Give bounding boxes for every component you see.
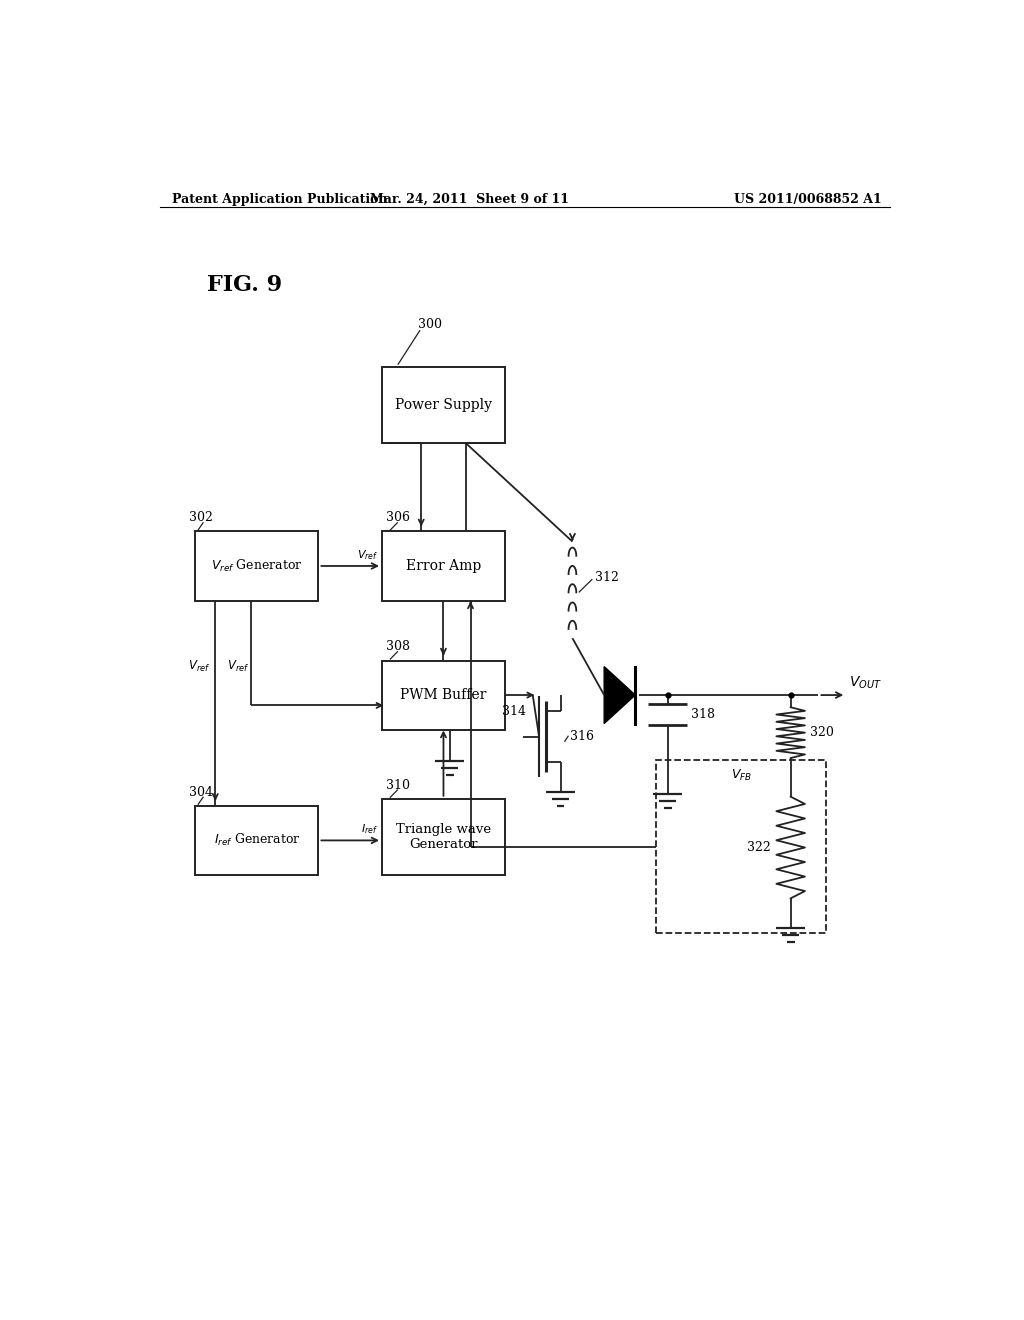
Text: 320: 320 (811, 726, 835, 739)
Text: Patent Application Publication: Patent Application Publication (172, 193, 387, 206)
Text: US 2011/0068852 A1: US 2011/0068852 A1 (734, 193, 882, 206)
Text: $V_{OUT}$: $V_{OUT}$ (849, 675, 882, 690)
Text: 318: 318 (691, 708, 716, 721)
Text: 302: 302 (189, 511, 213, 524)
Text: 300: 300 (418, 318, 441, 331)
Text: FIG. 9: FIG. 9 (207, 275, 283, 297)
Text: Power Supply: Power Supply (395, 397, 492, 412)
FancyBboxPatch shape (382, 367, 505, 444)
Text: 316: 316 (570, 730, 594, 743)
FancyBboxPatch shape (196, 532, 318, 601)
FancyBboxPatch shape (382, 532, 505, 601)
Polygon shape (604, 667, 635, 723)
FancyBboxPatch shape (382, 799, 505, 875)
Text: Error Amp: Error Amp (406, 558, 481, 573)
Text: PWM Buffer: PWM Buffer (400, 688, 486, 702)
Text: 306: 306 (386, 511, 410, 524)
Text: $V_{FB}$: $V_{FB}$ (730, 768, 752, 783)
Text: $I_{ref}$ Generator: $I_{ref}$ Generator (214, 833, 300, 849)
FancyBboxPatch shape (196, 805, 318, 875)
Text: Triangle wave
Generator: Triangle wave Generator (396, 822, 492, 851)
Text: $V_{ref}$: $V_{ref}$ (187, 659, 210, 675)
Text: $V_{ref}$: $V_{ref}$ (356, 548, 378, 562)
Text: $V_{ref}$ Generator: $V_{ref}$ Generator (211, 558, 303, 574)
FancyBboxPatch shape (382, 660, 505, 730)
Text: Mar. 24, 2011  Sheet 9 of 11: Mar. 24, 2011 Sheet 9 of 11 (370, 193, 568, 206)
Text: 304: 304 (189, 785, 213, 799)
Text: 310: 310 (386, 779, 410, 792)
Text: 312: 312 (595, 570, 618, 583)
Text: 322: 322 (746, 841, 771, 854)
Text: $V_{ref}$: $V_{ref}$ (227, 659, 250, 675)
Text: $I_{ref}$: $I_{ref}$ (361, 822, 378, 837)
Text: 314: 314 (503, 705, 526, 718)
Text: 308: 308 (386, 640, 410, 653)
